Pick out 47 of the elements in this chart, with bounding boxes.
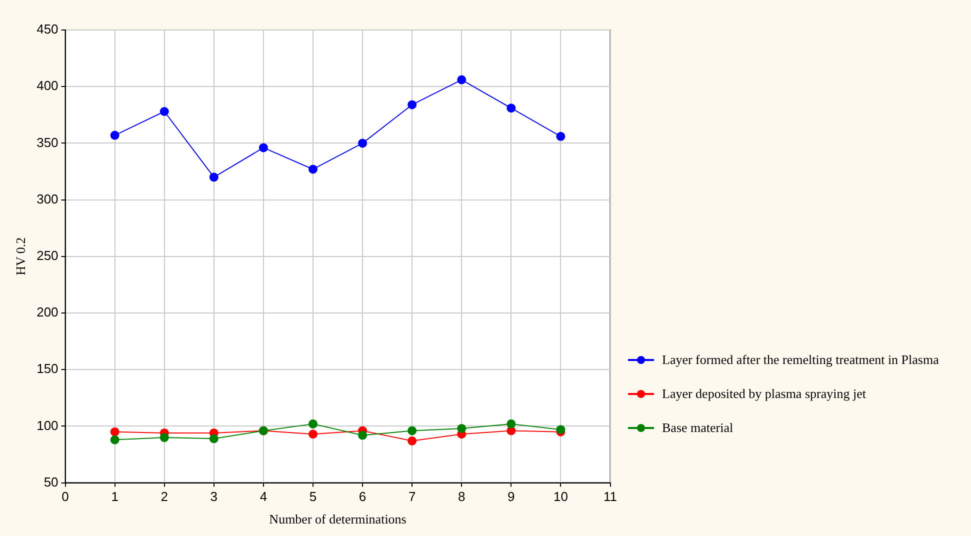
point: [308, 164, 318, 174]
x-tick-label: 8: [458, 489, 466, 504]
point: [556, 132, 566, 141]
point: [408, 436, 417, 446]
legend-label: Layer formed after the remelting treatment in Plasma: [662, 352, 939, 368]
x-tick-label: 11: [604, 489, 617, 504]
point: [506, 104, 516, 113]
x-axis-title: Number of determinations: [269, 512, 406, 527]
x-tick-label: 9: [508, 489, 515, 504]
y-tick-label: 50: [44, 474, 58, 490]
y-tick-label: 350: [36, 134, 58, 150]
x-tick-label: 0: [62, 489, 69, 504]
y-tick-label: 200: [36, 304, 58, 320]
point: [358, 430, 368, 440]
x-tick-label: 4: [260, 489, 268, 504]
x-tick-label: 3: [210, 489, 218, 504]
point: [408, 100, 417, 110]
point: [110, 427, 120, 436]
point: [209, 434, 218, 444]
x-tick-label: 2: [160, 489, 168, 504]
point: [408, 426, 417, 436]
point: [160, 433, 169, 442]
legend-label: Base material: [662, 420, 734, 436]
x-tick-label: 1: [111, 489, 118, 504]
point: [358, 138, 368, 148]
y-tick-label: 150: [36, 361, 58, 376]
y-axis-title: HV 0.2: [13, 237, 28, 276]
x-tick-label: 5: [309, 489, 317, 504]
y-tick-label: 100: [36, 418, 58, 433]
point: [110, 130, 120, 140]
y-tick-label: 300: [36, 191, 58, 206]
point: [506, 419, 516, 428]
point: [457, 424, 466, 433]
y-tick-label: 250: [36, 248, 58, 263]
point: [258, 143, 268, 152]
x-tick-label: 10: [553, 489, 568, 504]
point: [110, 435, 120, 444]
point: [308, 419, 318, 428]
point: [160, 107, 169, 116]
y-tick-label: 400: [36, 78, 58, 94]
x-tick-label: 7: [408, 489, 416, 504]
point: [457, 75, 466, 84]
point: [308, 430, 318, 439]
y-tick-label: 450: [36, 22, 58, 37]
legend-label: Layer deposited by plasma spraying jet: [662, 386, 866, 402]
x-tick-label: 6: [358, 489, 366, 504]
point: [209, 172, 218, 182]
